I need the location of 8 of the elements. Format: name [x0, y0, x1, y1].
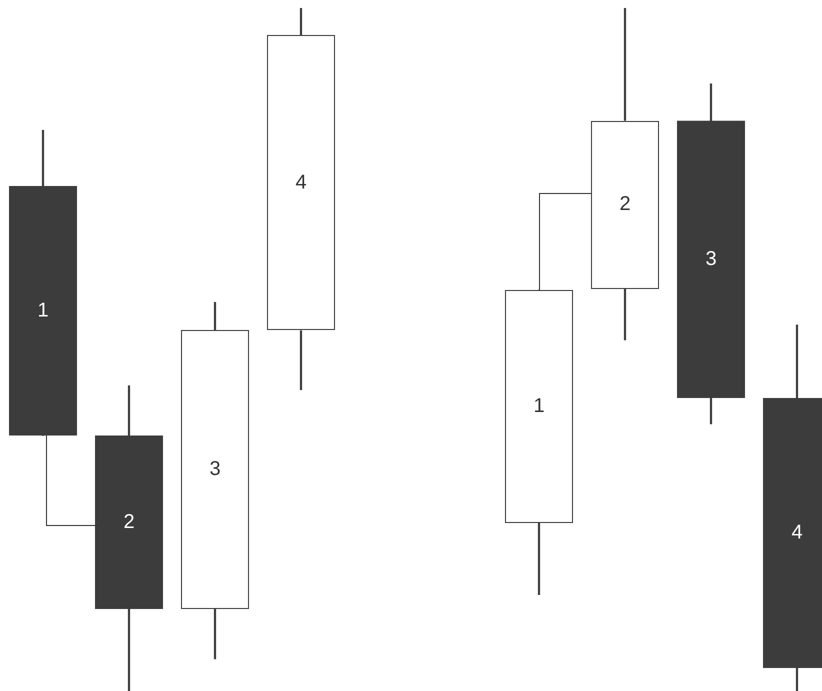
- x-tick-label: 3: [705, 248, 717, 270]
- x-tick-label: 1: [37, 299, 49, 322]
- x-tick-label: 2: [123, 510, 135, 533]
- x-tick-label: 2: [619, 193, 631, 216]
- x-tick-label: 4: [295, 171, 307, 194]
- x-tick-label: 1: [533, 395, 545, 418]
- x-tick-label: 4: [791, 521, 803, 544]
- x-tick-label: 3: [209, 458, 221, 480]
